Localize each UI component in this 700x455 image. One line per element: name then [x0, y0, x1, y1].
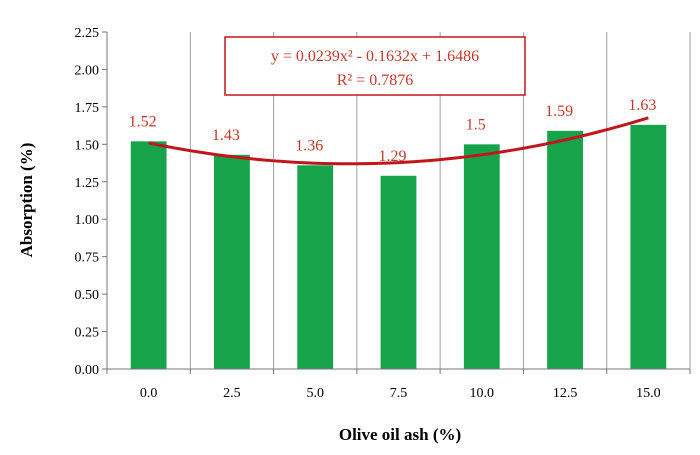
bar-2.5	[214, 154, 250, 369]
bar-15.0	[630, 124, 667, 370]
x-tick-label: 0.0	[140, 386, 158, 401]
x-axis-title: Olive oil ash (%)	[339, 425, 461, 444]
x-tick-label: 5.0	[306, 386, 324, 401]
data-label: 1.52	[129, 113, 157, 130]
y-axis-title: Absorption (%)	[17, 143, 36, 258]
x-tick-label: 7.5	[390, 386, 408, 401]
trendline	[148, 116, 649, 166]
x-tick-label: 10.0	[470, 386, 495, 401]
x-tick-label: 15.0	[636, 386, 661, 401]
bar-5.0	[297, 165, 334, 369]
x-tick-label: 12.5	[553, 386, 578, 401]
bar-10.0	[463, 144, 500, 369]
axes	[102, 31, 691, 374]
x-tick-label: 2.5	[223, 386, 241, 401]
y-tick-label: 0.50	[75, 288, 100, 303]
y-tick-label: 2.00	[75, 63, 100, 78]
data-labels: 1.52 1.43 1.36 1.29 1.5 1.59 1.63	[129, 97, 657, 165]
y-tick-label: 0.00	[75, 363, 100, 378]
x-tick-labels: 0.0 2.5 5.0 7.5 10.0 12.5 15.0	[140, 386, 661, 401]
y-tick-label: 1.00	[75, 213, 100, 228]
bar-12.5	[547, 130, 583, 369]
data-label: 1.5	[466, 116, 486, 133]
y-tick-label: 1.25	[75, 176, 100, 191]
y-tick-label: 2.25	[75, 26, 100, 41]
y-tick-label: 1.50	[75, 138, 100, 153]
bar-7.5	[380, 175, 417, 369]
equation-box-border	[224, 36, 526, 96]
data-label: 1.63	[628, 97, 656, 114]
bar-0.0	[130, 141, 167, 369]
data-label: 1.43	[212, 127, 240, 144]
data-label: 1.59	[545, 103, 573, 120]
y-tick-label: 1.75	[75, 101, 100, 116]
data-label: 1.29	[379, 148, 407, 165]
y-tick-labels: 0.00 0.25 0.50 0.75 1.00 1.25 1.50 1.75 2.00 2.25	[75, 26, 100, 378]
trendline-r-squared: R² = 0.7876	[337, 72, 414, 89]
y-tick-label: 0.25	[75, 326, 100, 341]
equation-box: y = 0.0239x² - 0.1632x + 1.6486 R² = 0.7…	[224, 36, 526, 96]
bars	[130, 124, 667, 370]
trendline-equation: y = 0.0239x² - 0.1632x + 1.6486	[271, 48, 479, 65]
data-label: 1.36	[295, 137, 323, 154]
y-tick-label: 0.75	[75, 251, 100, 266]
